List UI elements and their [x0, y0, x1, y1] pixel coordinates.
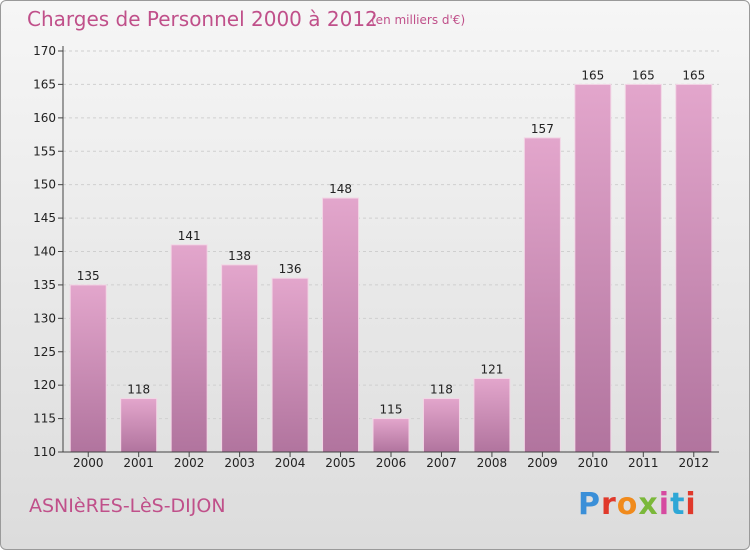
y-tick-label: 130: [33, 311, 56, 325]
x-tick-label: 2012: [678, 456, 709, 470]
data-label-2005: 148: [329, 182, 352, 196]
data-label-2010: 165: [581, 68, 604, 82]
data-label-2001: 118: [127, 383, 150, 397]
data-label-2008: 121: [480, 362, 503, 376]
proxiti-logo[interactable]: Proxiti: [578, 487, 697, 522]
bar-2005[interactable]: [322, 197, 360, 453]
bar-2009[interactable]: [523, 137, 561, 453]
y-tick-label: 120: [33, 378, 56, 392]
logo-letter: i: [658, 487, 671, 522]
y-tick-label: 145: [33, 211, 56, 225]
chart-title: Charges de Personnel 2000 à 2012: [27, 7, 378, 31]
data-label-2004: 136: [279, 262, 302, 276]
y-tick-label: 110: [33, 445, 56, 459]
bar-2002[interactable]: [170, 244, 208, 453]
y-tick-label: 140: [33, 245, 56, 259]
bars: [69, 83, 713, 453]
x-tick-label: 2003: [224, 456, 255, 470]
y-tick-label: 115: [33, 412, 56, 426]
data-label-2006: 115: [380, 403, 403, 417]
x-tick-label: 2004: [275, 456, 306, 470]
x-tick-label: 2011: [628, 456, 659, 470]
logo-letter: P: [578, 487, 601, 522]
y-tick-label: 135: [33, 278, 56, 292]
data-label-2009: 157: [531, 122, 554, 136]
logo-letter: i: [685, 487, 697, 522]
logo-letter: x: [638, 487, 659, 522]
y-tick-label: 155: [33, 144, 56, 158]
data-label-2007: 118: [430, 383, 453, 397]
bar-2001[interactable]: [120, 398, 158, 453]
x-tick-label: 2000: [73, 456, 104, 470]
x-tick-label: 2005: [325, 456, 356, 470]
data-label-2000: 135: [77, 269, 100, 283]
y-tick-label: 165: [33, 77, 56, 91]
x-tick-label: 2002: [174, 456, 205, 470]
logo-letter: o: [616, 487, 639, 522]
bar-2007[interactable]: [422, 398, 460, 453]
y-tick-label: 160: [33, 111, 56, 125]
axes: [58, 46, 719, 457]
logo-letter: r: [601, 487, 617, 522]
y-tick-label: 125: [33, 345, 56, 359]
bar-2011[interactable]: [624, 83, 662, 453]
x-tick-label: 2006: [376, 456, 407, 470]
x-tick-label: 2007: [426, 456, 457, 470]
bar-2000[interactable]: [69, 284, 107, 453]
bar-2004[interactable]: [271, 277, 309, 453]
x-tick-label: 2009: [527, 456, 558, 470]
x-tick-label: 2001: [123, 456, 154, 470]
bar-2003[interactable]: [221, 264, 259, 453]
logo-letter: t: [670, 487, 686, 522]
chart-subtitle: (en milliers d'€): [371, 13, 466, 27]
bar-2012[interactable]: [675, 83, 713, 453]
y-tick-label: 150: [33, 178, 56, 192]
bar-2010[interactable]: [574, 83, 612, 453]
gridlines: [63, 50, 719, 420]
data-label-2012: 165: [682, 68, 705, 82]
data-label-2002: 141: [178, 229, 201, 243]
data-label-2003: 138: [228, 249, 251, 263]
x-tick-label: 2010: [578, 456, 609, 470]
y-tick-label: 170: [33, 44, 56, 58]
bar-2006[interactable]: [372, 418, 410, 453]
x-tick-label: 2008: [477, 456, 508, 470]
commune-name: ASNIèRES-LèS-DIJON: [29, 495, 226, 517]
bar-2008[interactable]: [473, 377, 511, 453]
data-label-2011: 165: [632, 68, 655, 82]
labels: 110 115 120 125 130 135 140 145 150 155 160 165 170 1…: [33, 44, 709, 470]
